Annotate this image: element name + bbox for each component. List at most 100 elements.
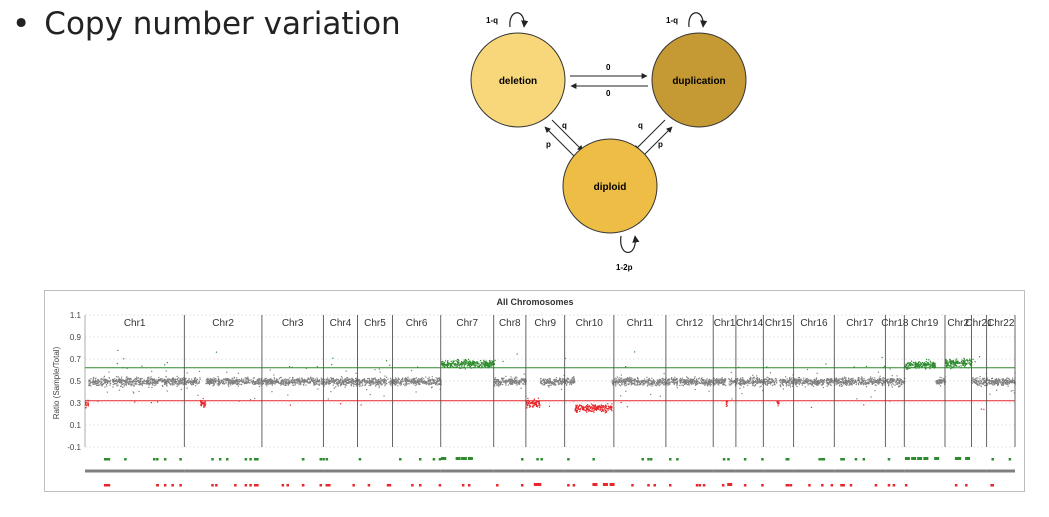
cnv-data-point [752,382,755,384]
cnv-data-point [896,379,898,381]
cnv-data-point [651,377,653,379]
cnv-data-point [507,380,509,382]
cnv-data-point [425,376,427,378]
cnv-data-point [545,380,547,382]
cnv-data-point [868,378,870,380]
cnv-data-point [125,377,127,379]
cnv-data-point [713,383,715,385]
cnv-data-point [790,382,793,384]
cnv-data-point [499,384,501,386]
cnv-data-point [173,384,175,386]
cnv-data-point [810,380,812,383]
cnv-data-point [844,379,846,381]
cnv-data-point [523,379,526,381]
cnv-data-point [148,380,150,382]
cnv-data-point [886,381,889,383]
cnv-data-point [355,378,358,381]
cnv-data-point [298,380,300,383]
cnv-data-point [689,379,691,381]
cnv-data-point [737,377,739,380]
cnv-data-point [489,364,491,367]
cnv-data-point [439,382,441,384]
cnv-data-point [253,382,256,384]
cnv-data-point [625,379,627,381]
cnv-data-point [252,377,255,379]
cnv-data-point [355,372,357,374]
cnv-data-point [340,382,343,384]
cnv-data-point [871,382,874,384]
cnv-data-point [196,378,198,380]
cnv-data-point [249,398,252,401]
cnv-data-point [383,395,385,397]
cnv-data-point [768,380,770,382]
cnv-data-point [284,382,286,384]
cnv-data-point [563,374,565,376]
self-loop-duplication-label: 1-q [666,16,678,25]
cnv-data-point [644,381,647,383]
cnv-data-point [767,381,769,383]
cnv-data-point [161,381,163,383]
cnv-data-point [815,383,818,385]
cnv-data-point [123,380,125,382]
cnv-data-point [789,380,791,382]
cnv-data-point [422,381,424,383]
cnv-data-point [470,365,472,367]
cnv-data-point [280,382,282,384]
cnv-data-point [834,378,836,380]
cnv-data-point [198,380,200,382]
cnv-data-point [625,383,627,385]
cnv-data-point [857,382,860,385]
cnv-data-point [182,377,185,379]
cnv-data-point [639,382,642,385]
cnv-data-point [872,379,874,381]
cnv-data-point [405,383,407,385]
cnv-data-point [235,380,237,382]
cnv-data-point [853,366,855,368]
cnv-data-point [674,376,676,378]
cnv-data-point [173,378,175,381]
cnv-data-point [594,408,596,410]
cnv-data-point [573,380,575,382]
cnv-data-point [691,381,693,383]
cnv-data-point [743,382,745,384]
cnv-data-point [489,365,491,368]
cnv-data-point [390,379,393,381]
cnv-data-point [489,365,492,367]
cnv-data-point [698,382,701,384]
cnv-data-point [888,384,890,386]
cnv-data-point [446,364,449,367]
cnv-data-point [592,407,594,409]
cnv-data-point [785,382,787,384]
cnv-data-point [412,380,414,382]
cnv-data-point [368,381,371,383]
cnv-data-point [522,383,524,385]
cnv-data-point [879,375,881,377]
cnv-data-point [865,383,868,385]
cnv-data-point [468,360,470,362]
cnv-data-point [493,383,495,386]
cnv-data-point [860,378,862,380]
cnv-data-point [879,379,881,382]
cnv-data-point [164,381,167,384]
cnv-data-point [345,379,347,381]
cnv-data-point [258,385,261,388]
cnv-data-point [539,404,541,406]
cnv-data-point [797,382,799,384]
cnv-data-point [661,380,663,382]
cnv-data-point [427,378,429,380]
cnv-data-point [573,380,575,382]
cnv-data-point [163,381,166,383]
cnv-data-point [584,410,587,412]
cnv-data-point [325,383,327,385]
cnv-data-point [607,403,609,405]
cnv-data-point [337,381,339,383]
cnv-data-point [673,379,676,381]
cnv-data-point [564,381,567,383]
cnv-data-point [361,380,363,382]
cnv-data-point [791,385,794,387]
cnv-data-point [127,381,129,383]
cnv-data-point [722,382,724,384]
cnv-data-point [884,382,886,384]
cnv-data-point [427,380,429,382]
cnv-data-point [900,382,902,384]
